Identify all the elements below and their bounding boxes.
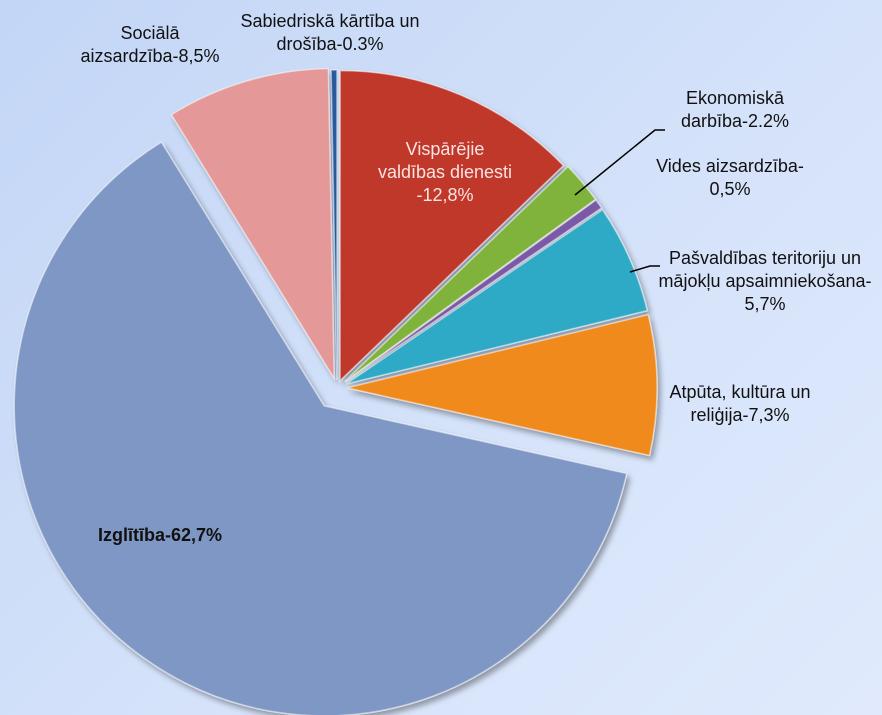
pie-slice xyxy=(13,141,628,715)
value-label: 7,3% xyxy=(748,405,790,425)
value-label: 0.3% xyxy=(342,34,384,54)
slice-label: Vides aizsardzība- 0,5% xyxy=(650,155,810,201)
value-label: 0,5% xyxy=(709,179,751,199)
pie-slice xyxy=(344,165,597,383)
value-label: 8,5% xyxy=(178,46,220,66)
category-label: Vispārējie valdības dienesti - xyxy=(377,139,513,205)
slice-label: Sabiedriskā kārtība un drošība-0.3% xyxy=(205,10,455,56)
pie-slice xyxy=(346,313,658,457)
pie-slice xyxy=(344,198,603,383)
value-label: 2.2% xyxy=(748,111,790,131)
leader-line xyxy=(629,265,660,273)
category-label: Vides aizsardzība- xyxy=(656,156,804,176)
pie-slice xyxy=(330,69,338,381)
value-label: 5,7% xyxy=(744,294,786,314)
category-label: Ekonomiskā darbība- xyxy=(680,88,785,131)
slice-label: Sociālā aizsardzība-8,5% xyxy=(80,22,220,68)
slice-label: Izglītība-62,7% xyxy=(50,524,270,547)
leader-line xyxy=(574,129,665,196)
slice-label: Pašvaldības teritoriju un mājokļu apsaim… xyxy=(650,247,880,316)
category-label: Pašvaldības teritoriju un mājokļu apsaim… xyxy=(658,248,872,291)
category-label: Sociālā aizsardzība- xyxy=(80,23,180,66)
slice-label: Ekonomiskā darbība-2.2% xyxy=(655,87,815,133)
pie-slice xyxy=(339,69,565,383)
pie-slice xyxy=(170,67,335,382)
category-label: Sabiedriskā kārtība un drošība- xyxy=(240,11,420,54)
category-label: Atpūta, kultūra un reliģija- xyxy=(669,382,811,425)
slice-label: Atpūta, kultūra un reliģija-7,3% xyxy=(640,381,840,427)
category-label: Izglītība- xyxy=(97,525,171,545)
pie-slice xyxy=(345,208,649,385)
value-label: 12,8% xyxy=(422,185,474,205)
slice-label: Vispārējie valdības dienesti -12,8% xyxy=(370,138,520,207)
value-label: 62,7% xyxy=(170,525,223,545)
